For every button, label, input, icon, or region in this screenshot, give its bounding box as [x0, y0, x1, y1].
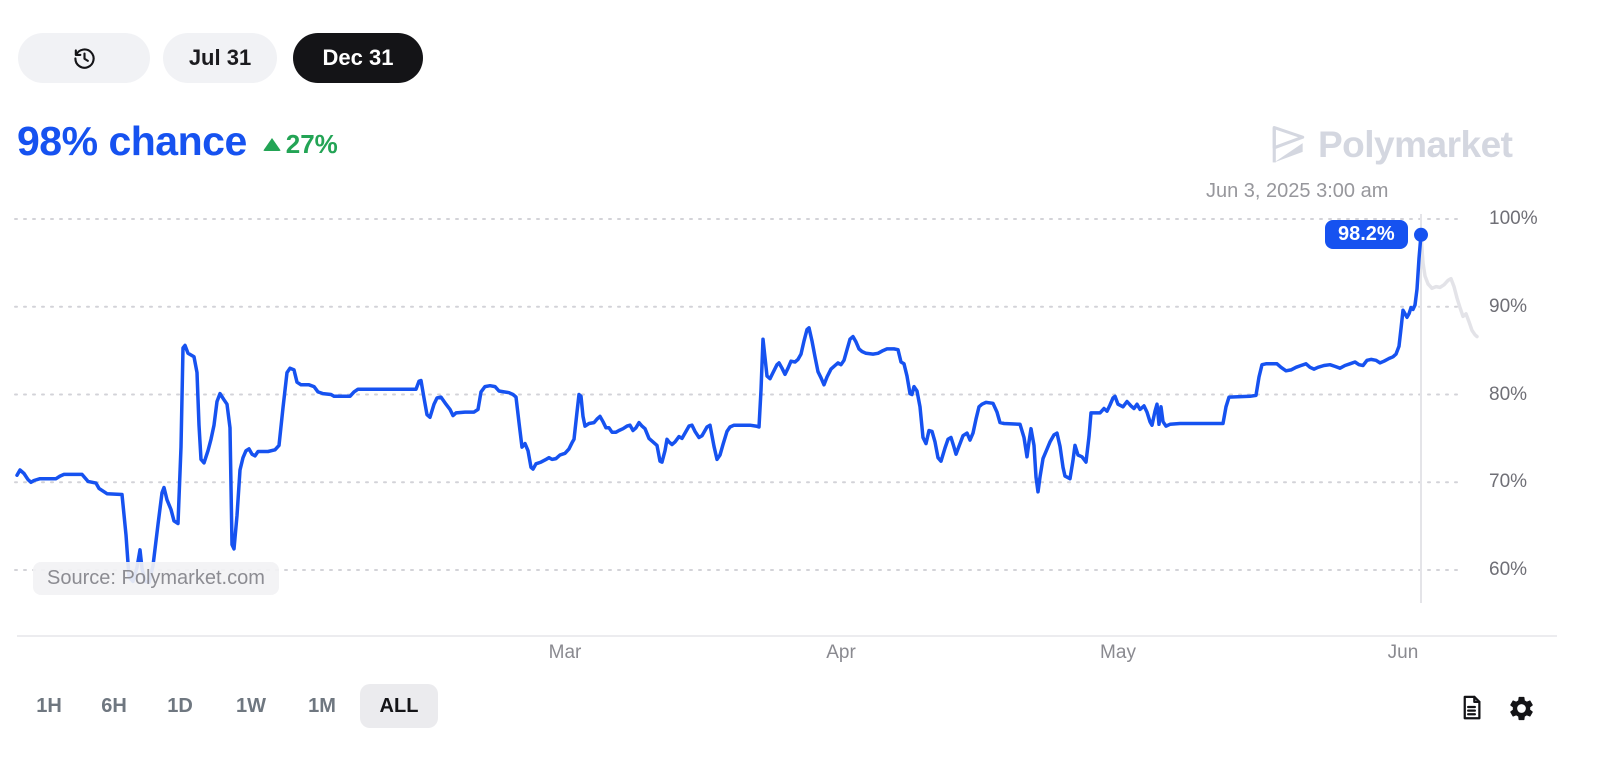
headline: 98% chance 27% [17, 118, 338, 165]
date-button-label: Dec 31 [322, 45, 394, 70]
brand-name: Polymarket [1318, 124, 1513, 165]
range-all[interactable]: ALL [360, 684, 438, 728]
brand-watermark: Polymarket [1266, 123, 1513, 167]
change-value: 27% [285, 129, 338, 159]
range-1m[interactable]: 1M [308, 694, 336, 717]
x-axis-label: Apr [826, 642, 856, 663]
range-1d[interactable]: 1D [167, 694, 193, 717]
up-arrow-icon [262, 138, 281, 151]
settings-gear-icon[interactable] [1507, 694, 1536, 728]
chance-value: 98% chance [17, 118, 247, 164]
source-attribution: Source: Polymarket.com [33, 562, 279, 595]
change-indicator: 27% [262, 129, 338, 160]
hover-tooltip-date: Jun 3, 2025 3:00 am [1206, 180, 1389, 202]
hover-value-badge: 98.2% [1325, 220, 1408, 250]
y-axis-label: 80% [1489, 383, 1528, 405]
date-button-dec-31[interactable]: Dec 31 [293, 33, 423, 83]
chart-series-yes-probability [15, 233, 1423, 585]
range-1w[interactable]: 1W [236, 694, 266, 717]
history-button[interactable] [18, 33, 150, 83]
x-axis-label: Mar [548, 642, 582, 663]
date-button-label: Jul 31 [188, 45, 252, 70]
x-axis-line [17, 635, 1557, 637]
x-axis-label: Jun [1387, 642, 1419, 663]
y-axis-label: 90% [1489, 295, 1528, 317]
document-icon[interactable] [1458, 693, 1485, 727]
y-axis-label: 100% [1489, 208, 1538, 229]
hover-point-dot [1414, 227, 1428, 242]
x-axis-label: May [1100, 642, 1136, 663]
history-clock-icon [71, 45, 98, 72]
y-axis-label: 70% [1489, 471, 1528, 493]
y-axis-label: 60% [1489, 559, 1528, 580]
chart-series-after-hover-faded [1419, 233, 1479, 339]
polymarket-logo-icon [1266, 123, 1310, 167]
date-button-jul-31[interactable]: Jul 31 [163, 33, 277, 83]
range-1h[interactable]: 1H [36, 694, 62, 717]
range-6h[interactable]: 6H [101, 694, 127, 717]
